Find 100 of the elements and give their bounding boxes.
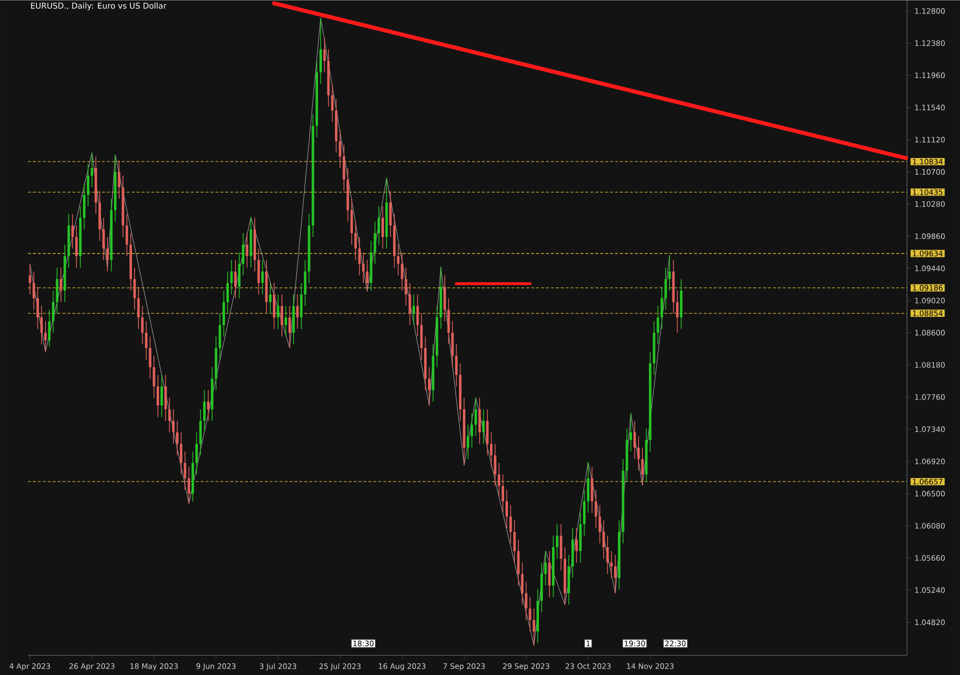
candlestick — [575, 528, 578, 563]
candlestick — [338, 129, 342, 168]
candlestick — [366, 259, 368, 292]
candlestick — [141, 305, 144, 344]
candlestick — [106, 236, 109, 272]
candlestick — [176, 420, 178, 456]
candlestick — [396, 244, 400, 276]
candlestick — [630, 412, 632, 452]
candlestick — [230, 259, 233, 295]
candlestick — [506, 489, 508, 528]
candlestick — [637, 436, 640, 471]
candlestick — [358, 236, 361, 276]
candlestick — [362, 252, 365, 284]
candlestick — [40, 305, 43, 344]
candlestick — [269, 282, 272, 314]
candlestick — [118, 160, 120, 199]
candlestick — [668, 254, 671, 291]
candlestick — [486, 408, 489, 456]
candlestick — [160, 374, 163, 418]
candlestick — [470, 412, 474, 448]
candlestick — [56, 267, 58, 314]
candlestick — [656, 305, 660, 344]
candlestick — [660, 286, 664, 330]
candlestick — [443, 274, 446, 322]
candlestick — [246, 232, 248, 268]
candlestick — [226, 270, 229, 314]
candlestick — [172, 408, 175, 444]
candlestick — [199, 408, 202, 456]
candlestick — [145, 320, 148, 360]
candlestick — [242, 232, 244, 276]
candlestick — [378, 206, 380, 245]
candlestick — [374, 221, 376, 264]
candlestick — [517, 539, 520, 586]
candlestick — [606, 535, 609, 574]
candlestick — [408, 282, 412, 326]
candlestick — [451, 320, 454, 368]
candlestick — [466, 424, 470, 460]
candlestick — [280, 294, 284, 337]
candlestick — [180, 432, 182, 475]
candlestick — [222, 290, 226, 337]
candlestick — [544, 550, 547, 586]
candlestick — [164, 374, 167, 422]
candlestick — [354, 221, 357, 260]
candlestick — [404, 267, 408, 306]
candlestick — [276, 294, 280, 330]
chart-title: EURUSD., Daily: Euro vs US Dollar — [31, 2, 167, 10]
candlestick — [560, 524, 562, 570]
candlestick — [90, 152, 94, 188]
candlestick — [389, 190, 392, 238]
candlestick — [207, 390, 210, 422]
candlestick — [203, 390, 206, 433]
candlestick — [521, 562, 524, 605]
candlestick — [133, 267, 136, 310]
candlestick — [420, 313, 423, 360]
candlestick — [82, 182, 86, 230]
candlestick — [36, 286, 39, 330]
candlestick — [532, 608, 536, 646]
candlestick — [342, 144, 346, 192]
candlestick — [494, 443, 496, 486]
candlestick — [586, 462, 590, 514]
candlestick — [48, 309, 51, 347]
candlestick — [590, 466, 594, 514]
candlestick — [412, 294, 415, 326]
candlestick — [524, 581, 528, 620]
candlestick — [478, 397, 481, 444]
candlestick — [447, 298, 450, 344]
candlestick — [528, 596, 532, 632]
candlestick — [126, 213, 128, 256]
candlestick — [257, 248, 260, 295]
candlestick — [583, 489, 586, 536]
candlestick — [633, 420, 636, 460]
candlestick — [331, 83, 334, 122]
candlestick — [304, 259, 306, 306]
candlestick — [641, 447, 644, 486]
candlestick — [137, 286, 140, 330]
candlestick — [71, 213, 74, 249]
candlestick — [75, 224, 78, 268]
candlestick — [60, 267, 62, 302]
candlestick — [323, 37, 326, 73]
candlestick — [556, 524, 558, 559]
candlestick — [28, 263, 32, 295]
candlestick — [296, 294, 299, 330]
candlestick — [664, 267, 667, 310]
candlestick — [548, 550, 551, 598]
candlestick — [238, 252, 241, 299]
candlestick — [319, 17, 322, 84]
candlestick — [598, 504, 602, 544]
candlestick — [234, 259, 237, 299]
candlestick — [455, 344, 458, 387]
candlestick — [195, 432, 198, 475]
candlestick — [156, 374, 160, 418]
candlestick — [490, 432, 492, 468]
candlestick — [474, 397, 477, 436]
candlestick — [300, 282, 303, 330]
candlestick — [86, 164, 90, 207]
candlestick — [676, 290, 679, 334]
candlestick — [610, 550, 613, 578]
candlestick — [381, 206, 384, 249]
candlestick — [502, 474, 504, 514]
candlestick — [261, 259, 264, 295]
